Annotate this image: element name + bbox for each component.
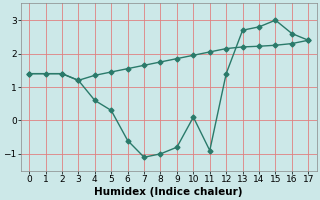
X-axis label: Humidex (Indice chaleur): Humidex (Indice chaleur) (94, 187, 243, 197)
